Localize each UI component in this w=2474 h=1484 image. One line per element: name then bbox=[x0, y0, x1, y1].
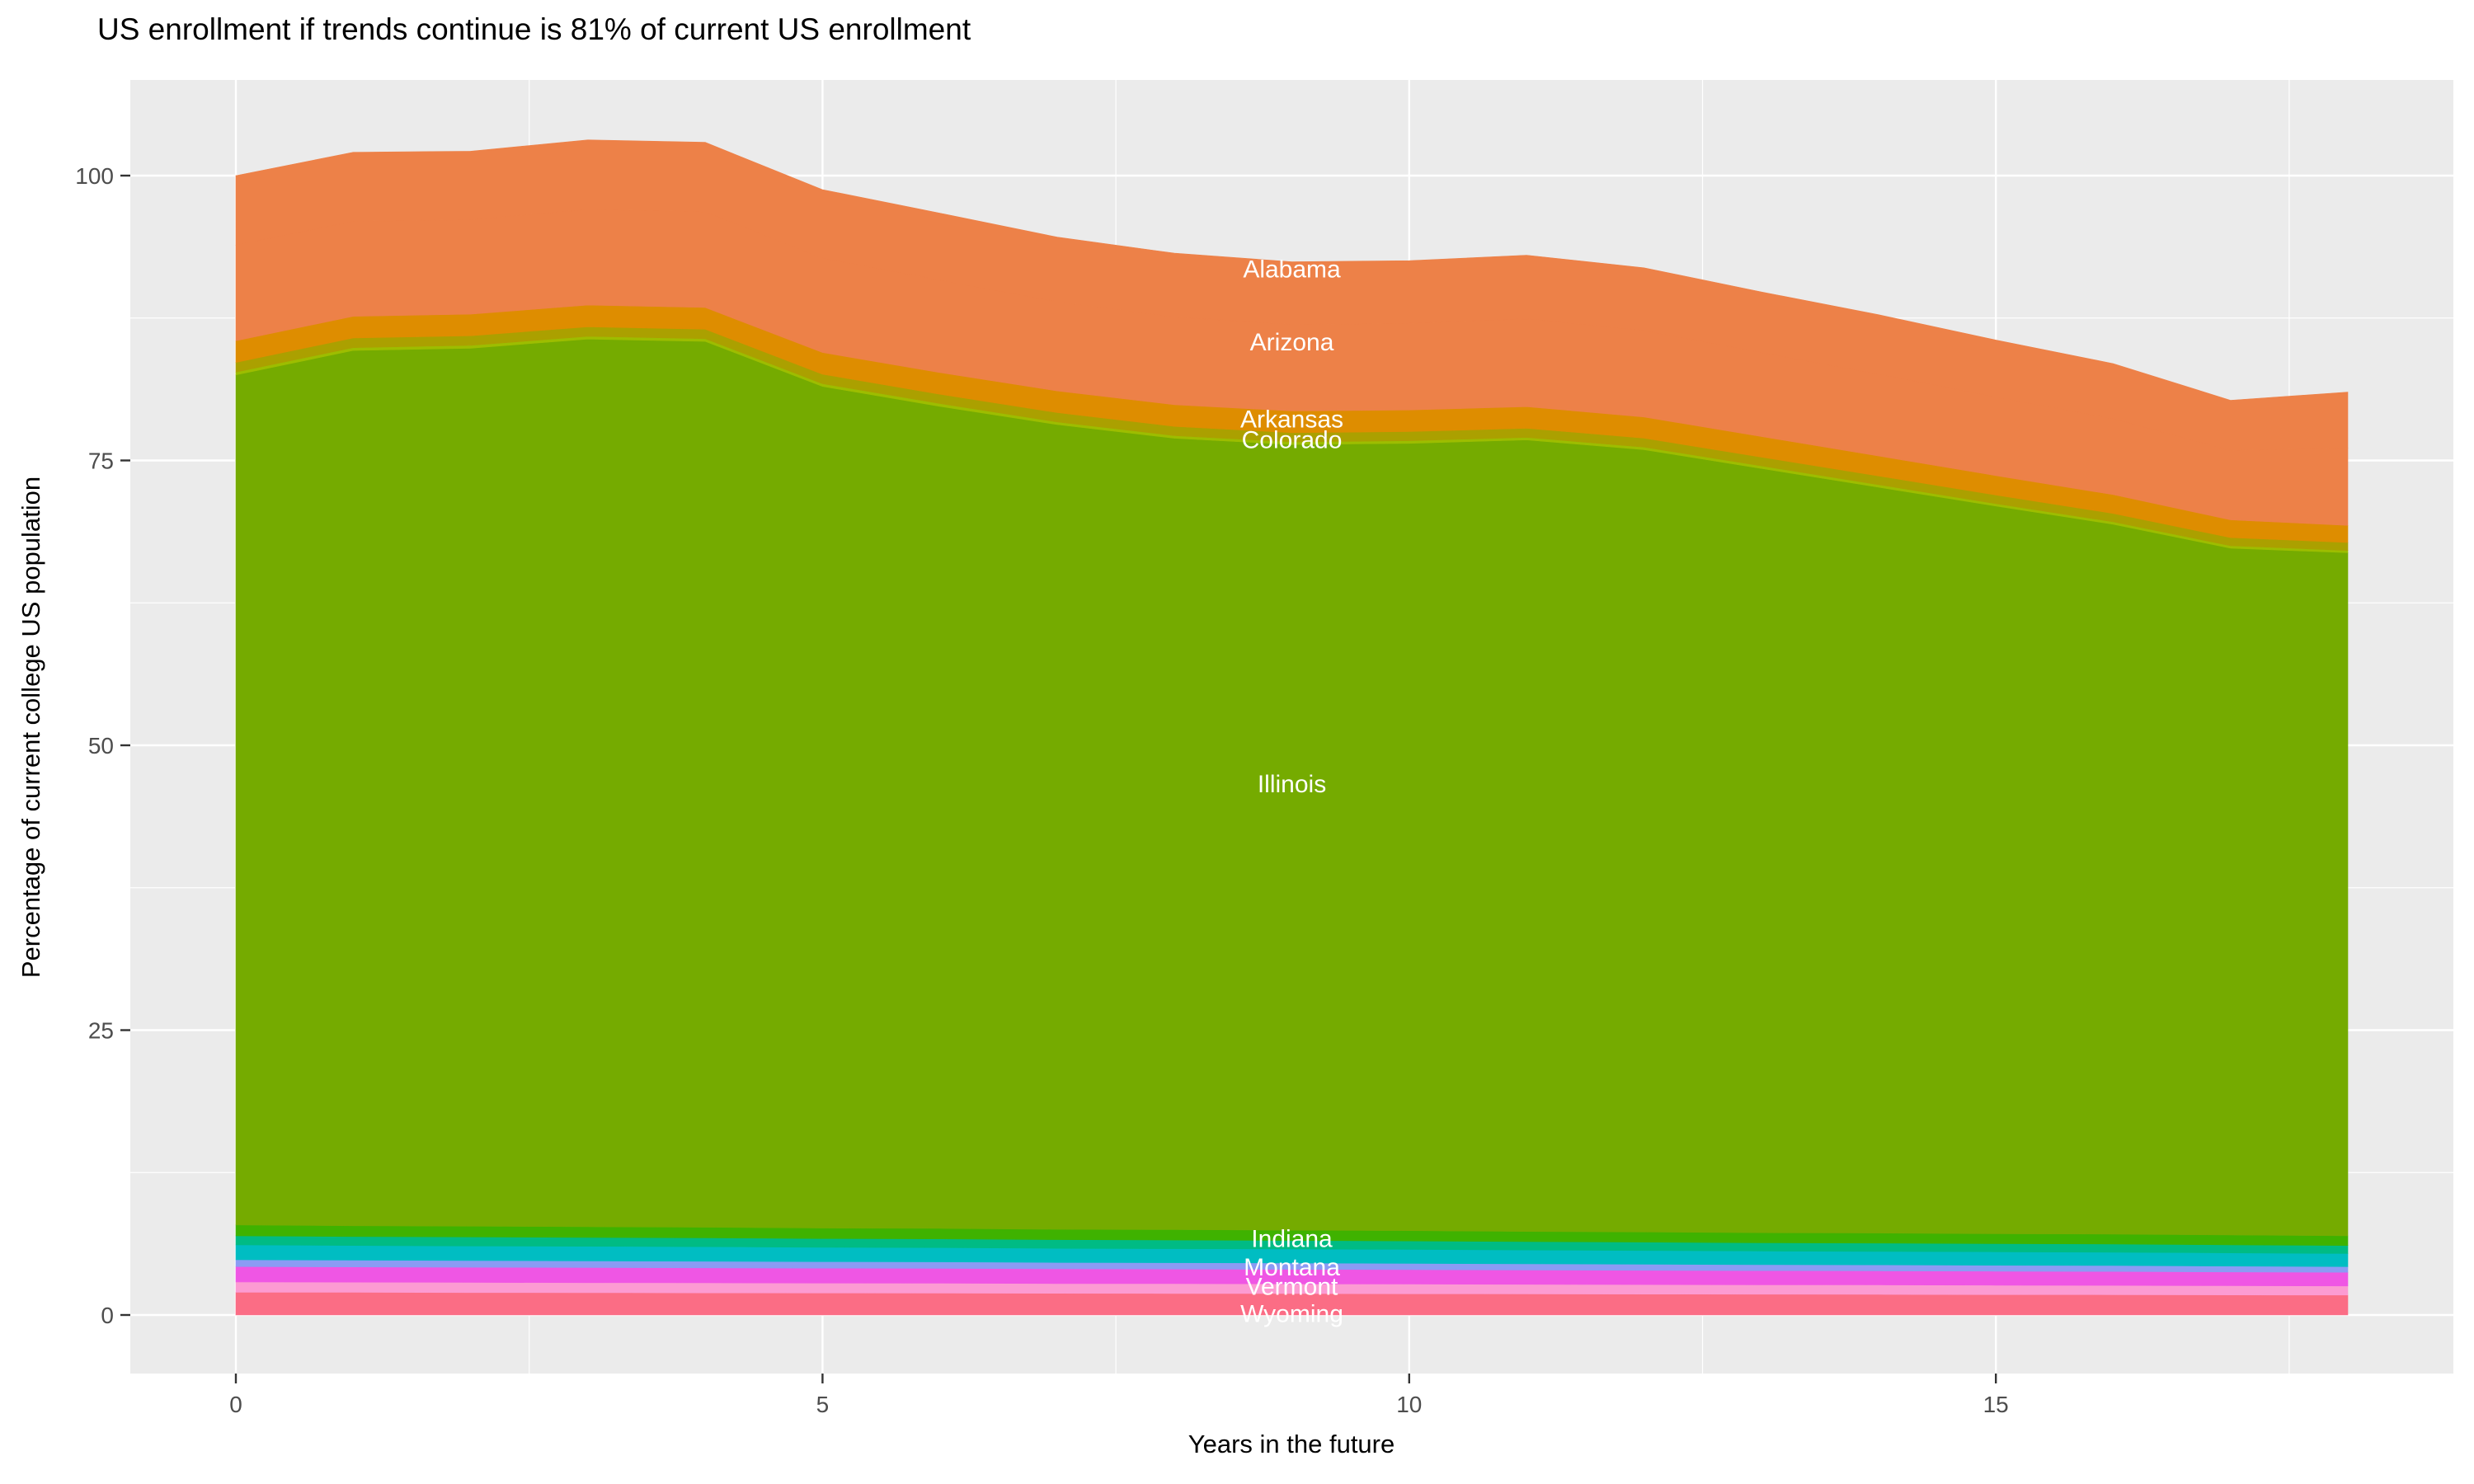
state-label-alabama: Alabama bbox=[1243, 256, 1341, 283]
y-axis-title: Percentage of current college US populat… bbox=[16, 477, 45, 978]
y-tick-label: 75 bbox=[88, 448, 114, 474]
state-label-colorado: Colorado bbox=[1242, 427, 1343, 454]
state-label-montana: Montana bbox=[1244, 1254, 1340, 1281]
state-label-indiana: Indiana bbox=[1251, 1225, 1333, 1252]
x-tick-label: 5 bbox=[816, 1392, 830, 1417]
y-tick-label: 0 bbox=[101, 1303, 114, 1328]
area-band-alabama bbox=[235, 139, 2349, 451]
axis-tick-labels: 0 25 50 75 100 0 5 10 15 bbox=[75, 163, 2008, 1417]
state-label-arizona: Arizona bbox=[1250, 329, 1334, 356]
area-bands bbox=[235, 139, 2349, 1316]
state-label-vermont: Vermont bbox=[1246, 1273, 1338, 1300]
chart-title: US enrollment if trends continue is 81% … bbox=[97, 12, 971, 46]
y-tick-label: 25 bbox=[88, 1018, 114, 1044]
state-label-wyoming: Wyoming bbox=[1240, 1301, 1343, 1328]
x-axis-title: Years in the future bbox=[1188, 1430, 1395, 1458]
state-label-illinois: Illinois bbox=[1258, 771, 1326, 798]
x-tick-label: 0 bbox=[229, 1392, 242, 1417]
x-tick-label: 10 bbox=[1396, 1392, 1422, 1417]
state-label-arkansas: Arkansas bbox=[1240, 406, 1343, 434]
y-tick-label: 50 bbox=[88, 733, 114, 758]
y-tick-label: 100 bbox=[75, 163, 114, 189]
x-tick-label: 15 bbox=[1983, 1392, 2009, 1417]
axis-tick-marks bbox=[120, 174, 1997, 1383]
